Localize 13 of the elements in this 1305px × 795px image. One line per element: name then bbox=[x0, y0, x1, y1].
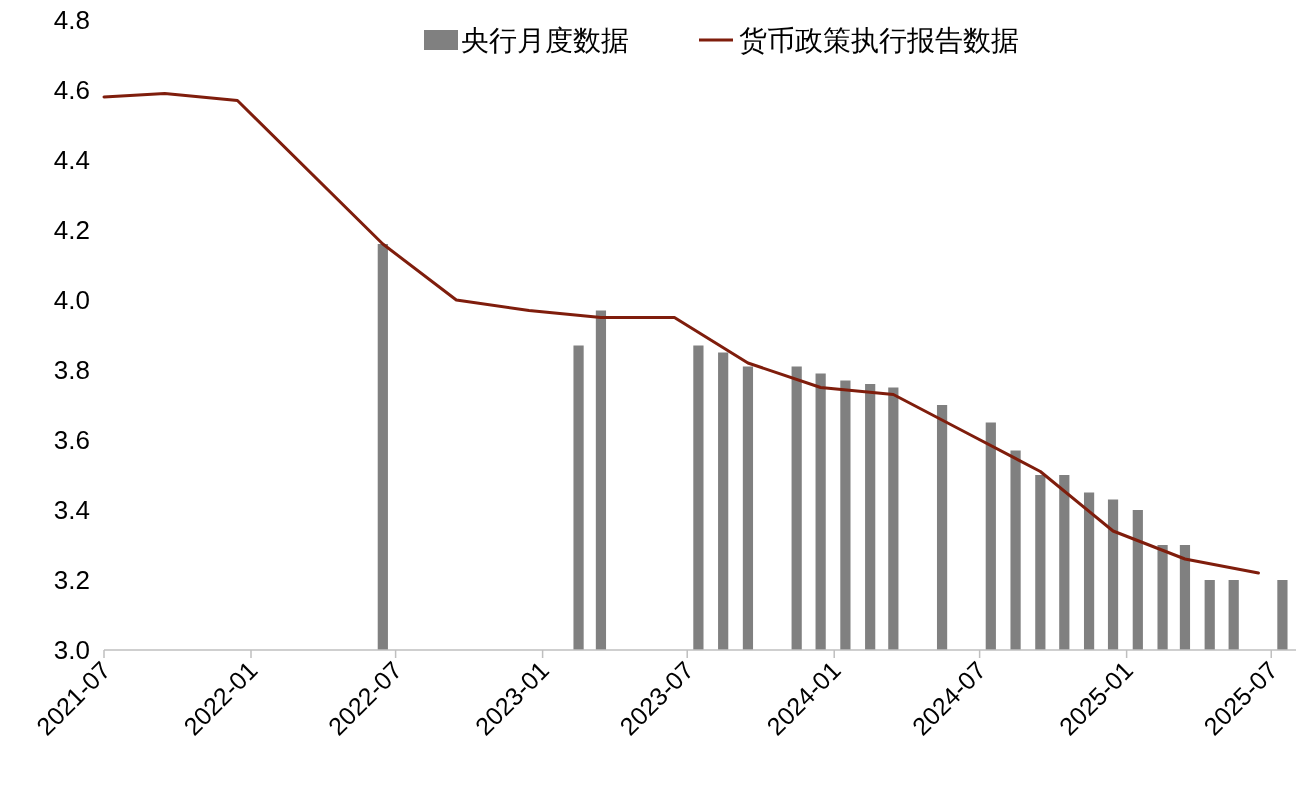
legend-label: 央行月度数据 bbox=[461, 25, 629, 56]
line-series bbox=[102, 92, 1260, 575]
y-tick-label: 4.8 bbox=[53, 5, 90, 35]
y-tick-label: 3.8 bbox=[53, 355, 90, 385]
y-tick-label: 4.0 bbox=[53, 285, 90, 315]
y-tick-label: 3.6 bbox=[53, 425, 90, 455]
y-tick-label: 4.6 bbox=[53, 75, 90, 105]
y-tick-label: 4.2 bbox=[53, 215, 90, 245]
legend-label: 货币政策执行报告数据 bbox=[739, 25, 1019, 56]
y-tick-label: 3.2 bbox=[53, 565, 90, 595]
y-tick-label: 4.4 bbox=[53, 145, 90, 175]
y-tick-label: 3.0 bbox=[53, 635, 90, 665]
y-tick-label: 3.4 bbox=[53, 495, 90, 525]
